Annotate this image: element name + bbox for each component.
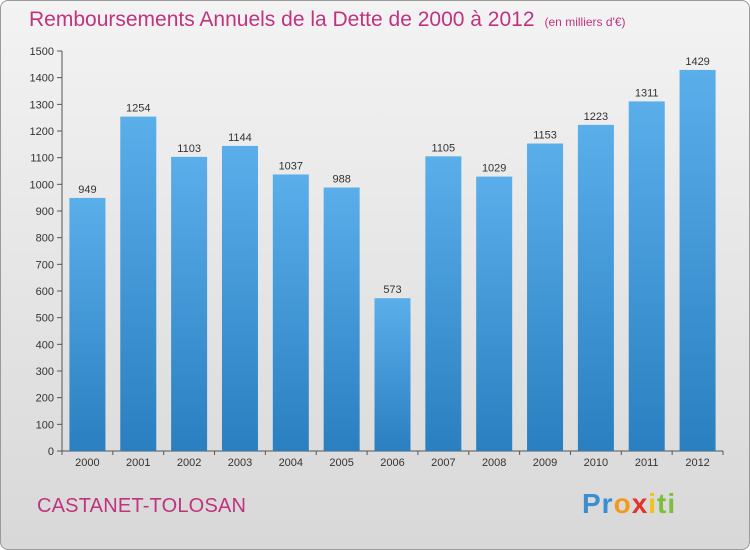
y-tick-label: 1500 — [30, 46, 54, 58]
y-tick-label: 1000 — [30, 179, 54, 191]
bar — [120, 116, 157, 451]
y-tick-label: 1400 — [30, 73, 54, 85]
chart-title: Remboursements Annuels de la Dette de 20… — [29, 8, 626, 32]
y-tick-label: 800 — [36, 233, 54, 245]
x-tick-label: 2003 — [228, 457, 252, 469]
logo-part: o — [613, 488, 632, 519]
bar — [323, 187, 360, 452]
y-tick-label: 1200 — [30, 126, 54, 138]
title-text: Remboursements Annuels de la Dette de 20… — [29, 8, 535, 31]
x-tick-label: 2001 — [126, 457, 150, 469]
unit-label: (en milliers d'€) — [544, 15, 626, 29]
data-label: 1429 — [685, 56, 709, 68]
x-tick-label: 2005 — [329, 457, 353, 469]
bar — [679, 69, 716, 451]
logo-part: x — [631, 488, 649, 519]
data-label: 1254 — [126, 103, 150, 115]
y-tick-label: 0 — [48, 446, 54, 458]
y-tick-label: 1300 — [30, 99, 54, 111]
proxiti-logo: Proxiti — [582, 488, 676, 520]
x-tick-label: 2009 — [533, 457, 557, 469]
x-tick-label: 2006 — [380, 457, 404, 469]
x-tick-label: 2012 — [685, 457, 709, 469]
y-tick-label: 1100 — [30, 153, 54, 165]
data-label: 1144 — [228, 132, 252, 144]
data-label: 1153 — [533, 130, 557, 142]
x-tick-label: 2002 — [177, 457, 201, 469]
x-tick-label: 2010 — [584, 457, 608, 469]
x-tick-label: 2008 — [482, 457, 506, 469]
y-tick-label: 300 — [36, 366, 54, 378]
y-tick-label: 500 — [36, 313, 54, 325]
y-tick-label: 400 — [36, 339, 54, 351]
data-label: 949 — [78, 184, 96, 196]
bar — [476, 176, 513, 451]
x-tick-label: 2004 — [279, 457, 303, 469]
logo-part: Pr — [582, 488, 614, 519]
logo-part: ti — [657, 488, 677, 519]
bar — [374, 298, 411, 451]
y-tick-label: 900 — [36, 206, 54, 218]
data-label: 1103 — [177, 143, 201, 155]
bar — [425, 156, 462, 452]
y-tick-label: 200 — [36, 393, 54, 405]
y-tick-label: 700 — [36, 259, 54, 271]
bar — [628, 101, 665, 452]
commune-name: CASTANET-TOLOSAN — [37, 495, 247, 517]
bar — [577, 124, 614, 451]
x-tick-label: 2000 — [75, 457, 99, 469]
x-tick-label: 2011 — [635, 457, 659, 469]
data-label: 1223 — [584, 111, 608, 123]
bar — [171, 156, 208, 451]
x-tick-label: 2007 — [431, 457, 455, 469]
data-label: 1037 — [279, 160, 303, 172]
bar — [221, 145, 258, 451]
y-tick-label: 600 — [36, 286, 54, 298]
y-tick-label: 100 — [36, 419, 54, 431]
data-label: 573 — [383, 284, 401, 296]
logo-part: i — [648, 488, 658, 519]
data-label: 1029 — [482, 163, 506, 175]
bar — [272, 174, 309, 451]
data-label: 988 — [332, 174, 350, 186]
data-label: 1311 — [635, 87, 659, 99]
bar — [69, 197, 106, 451]
data-label: 1105 — [432, 142, 456, 154]
bar — [527, 143, 564, 452]
